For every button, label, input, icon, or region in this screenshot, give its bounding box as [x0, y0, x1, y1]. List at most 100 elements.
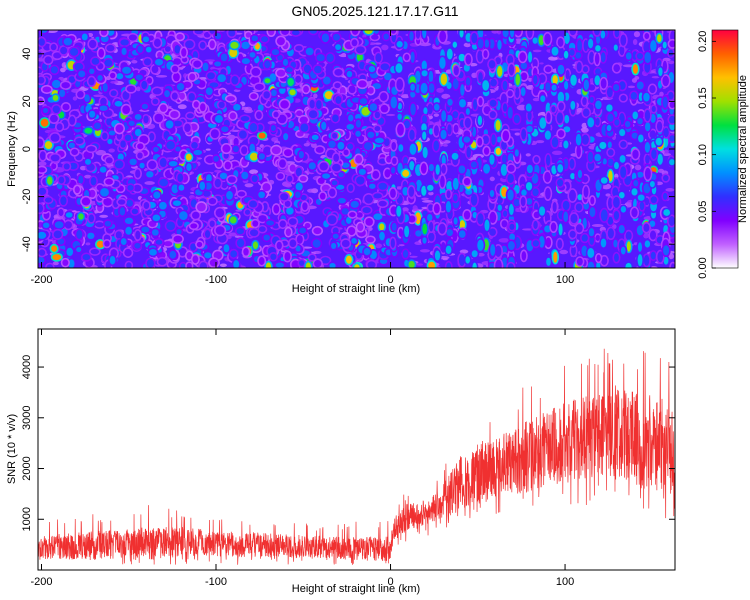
heatmap-blob — [639, 201, 645, 211]
heatmap-blob — [89, 68, 95, 75]
heatmap-blob — [544, 33, 551, 45]
heatmap-blob — [489, 111, 496, 119]
heatmap-blob — [38, 38, 45, 46]
heatmap-blob — [50, 43, 57, 51]
heatmap-speckle — [509, 128, 522, 131]
heatmap-blob — [465, 256, 471, 264]
heatmap-blob — [532, 37, 538, 44]
heatmap-blob — [341, 162, 350, 168]
heatmap-blob — [477, 50, 483, 63]
heatmap-blob — [226, 190, 233, 200]
heatmap-blob — [281, 30, 289, 35]
heatmap-blob — [304, 223, 311, 229]
heatmap-blob — [515, 87, 520, 99]
heatmap-blob — [38, 138, 44, 148]
heatmap-blob — [373, 30, 379, 34]
heatmap-speckle — [415, 263, 424, 266]
heatmap-blob — [298, 151, 304, 159]
heatmap-blob — [245, 32, 252, 38]
heatmap-blob — [607, 228, 614, 239]
heatmap-speckle — [525, 153, 531, 157]
heatmap-blob — [607, 149, 614, 156]
heatmap-blob — [190, 199, 197, 208]
heatmap-blob — [545, 187, 551, 200]
heatmap-blob — [359, 98, 368, 105]
heatmap-blob — [52, 94, 59, 101]
heatmap-speckle — [532, 49, 542, 53]
heatmap-blob — [153, 146, 159, 152]
heatmap-blob — [408, 260, 415, 268]
heatmap-blob — [213, 155, 220, 162]
heatmap-blob — [459, 99, 466, 108]
heatmap-blob — [135, 169, 141, 178]
heatmap-speckle — [528, 77, 533, 82]
heatmap-speckle — [442, 258, 448, 261]
heatmap-speckle — [409, 255, 418, 258]
heatmap-blob — [663, 174, 669, 182]
heatmap-blob — [303, 64, 311, 74]
heatmap-blob — [589, 96, 594, 104]
heatmap-blob — [102, 132, 108, 140]
heatmap-speckle — [581, 122, 588, 129]
heatmap-blob — [311, 134, 319, 141]
heatmap-blob — [215, 226, 225, 235]
heatmap-blob — [286, 207, 294, 215]
heatmap-blob — [229, 216, 237, 224]
heatmap-blob — [60, 196, 67, 206]
heatmap-blob — [204, 252, 212, 259]
heatmap-blob — [258, 191, 265, 199]
heatmap-blob — [53, 230, 62, 239]
heatmap-blob — [38, 249, 46, 256]
heatmap-blob — [131, 208, 139, 215]
heatmap-blob — [121, 47, 127, 56]
heatmap-blob — [230, 41, 239, 49]
heatmap-blob — [196, 202, 206, 212]
heatmap-blob — [345, 255, 352, 264]
heatmap-blob — [186, 252, 193, 260]
heatmap-blob — [341, 208, 349, 215]
heatmap-speckle — [136, 86, 141, 92]
heatmap-blob — [155, 239, 163, 245]
heatmap-blob — [595, 45, 601, 52]
heatmap-speckle — [398, 244, 405, 247]
heatmap-blob — [61, 82, 70, 89]
heatmap-blob — [193, 149, 203, 156]
heatmap-blob — [521, 251, 527, 261]
heatmap-blob — [223, 244, 230, 253]
heatmap-speckle — [84, 174, 92, 179]
heatmap-blob — [569, 158, 575, 169]
heatmap-blob — [402, 249, 409, 258]
heatmap-blob — [625, 262, 632, 268]
heatmap-blob — [361, 106, 370, 116]
heatmap-blob — [314, 65, 322, 74]
heatmap-blob — [151, 229, 159, 236]
heatmap-blob — [159, 104, 167, 112]
heatmap-speckle — [144, 181, 155, 185]
heatmap-blob — [252, 220, 259, 227]
heatmap-blob — [491, 134, 496, 146]
heatmap-blob — [384, 72, 392, 81]
heatmap-blob — [54, 221, 64, 229]
heatmap-blob — [38, 76, 45, 84]
heatmap-blob — [590, 196, 595, 205]
heatmap-blob — [95, 222, 104, 228]
heatmap-blob — [84, 94, 90, 103]
heatmap-blob — [90, 177, 97, 186]
heatmap-blob — [607, 141, 612, 149]
heatmap-blob — [335, 184, 345, 190]
heatmap-blob — [557, 239, 563, 249]
heatmap-blob — [349, 212, 356, 218]
heatmap-blob — [478, 97, 483, 106]
heatmap-blob — [105, 157, 113, 164]
heatmap-speckle — [249, 169, 259, 175]
heatmap-blob — [357, 223, 364, 231]
heatmap-blob — [76, 247, 82, 253]
heatmap-blob — [189, 73, 196, 81]
heatmap-speckle — [535, 140, 545, 144]
heatmap-blob — [520, 72, 528, 81]
heatmap-speckle — [219, 263, 227, 268]
heatmap-blob — [104, 240, 110, 247]
heatmap-blob — [277, 54, 283, 61]
heatmap-blob — [312, 239, 321, 248]
heatmap-blob — [365, 218, 373, 226]
